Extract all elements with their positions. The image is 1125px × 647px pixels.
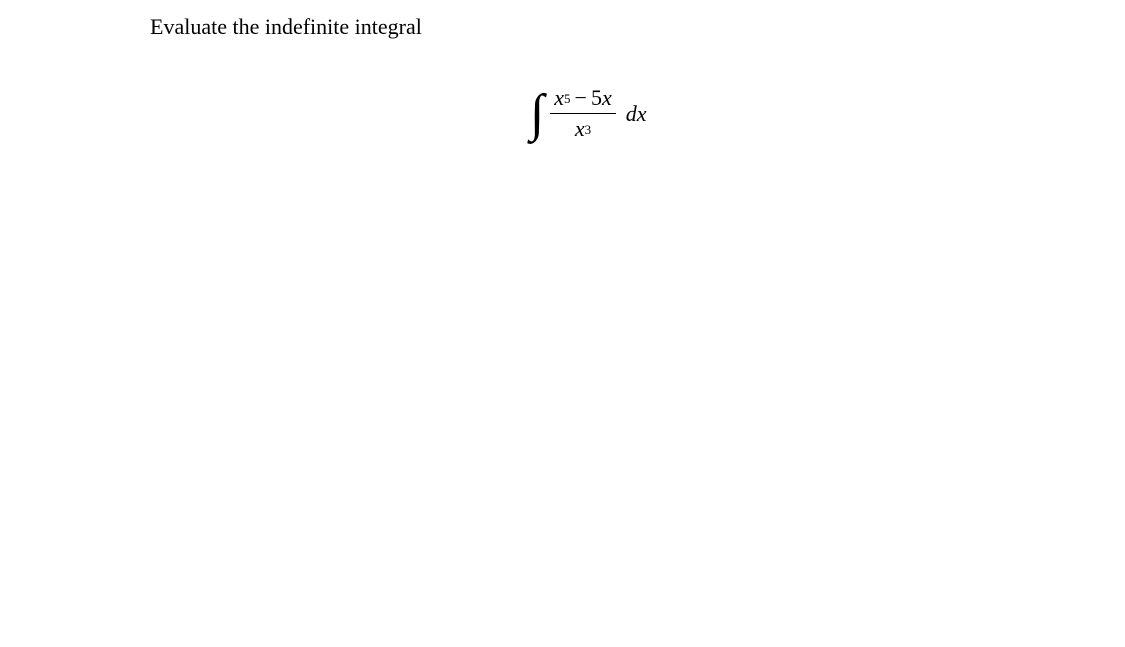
integral-expression: ∫ x5 − 5x x3 dx: [530, 85, 646, 142]
numerator-term1-exponent: 5: [564, 91, 571, 107]
denominator-var: x: [575, 116, 585, 142]
denominator: x3: [571, 114, 595, 142]
numerator: x5 − 5x: [550, 85, 615, 114]
numerator-term2-coef: 5: [591, 85, 602, 111]
differential: dx: [626, 101, 647, 127]
numerator-term2-var: x: [602, 85, 612, 111]
problem-prompt: Evaluate the indefinite integral: [150, 14, 422, 40]
numerator-operator: −: [575, 85, 587, 111]
numerator-term1-var: x: [554, 85, 564, 111]
fraction: x5 − 5x x3: [550, 85, 615, 142]
denominator-exponent: 3: [585, 122, 592, 138]
integral-symbol: ∫: [530, 88, 544, 140]
